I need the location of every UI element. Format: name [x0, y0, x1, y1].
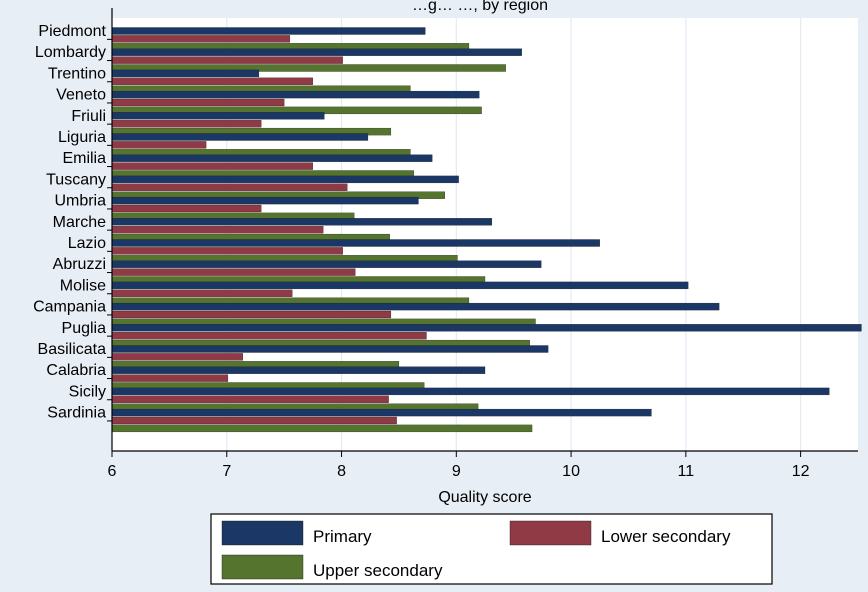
- bar-primary: [111, 196, 419, 205]
- bar-primary: [111, 281, 689, 290]
- legend: Primary Lower secondary Upper secondary: [210, 513, 773, 585]
- bar-primary: [111, 112, 325, 120]
- x-axis-label: Quality score: [438, 489, 531, 506]
- legend-label: Primary: [313, 527, 372, 546]
- bar-lower-secondary: [111, 98, 285, 107]
- bar-upper-secondary: [111, 424, 533, 433]
- bar-lower-secondary: [111, 310, 392, 319]
- x-tick-label: 10: [562, 463, 580, 480]
- x-tick-label: 7: [222, 463, 231, 480]
- bar-primary: [111, 133, 369, 141]
- legend-box: [210, 513, 773, 585]
- y-tick-label: Piedmont: [38, 23, 106, 40]
- y-tick-label: Calabria: [46, 362, 106, 379]
- legend-label: Upper secondary: [313, 561, 443, 580]
- bar-lower-secondary: [111, 374, 229, 382]
- bar-primary: [111, 154, 433, 162]
- x-tick-label: 11: [678, 463, 695, 480]
- bar-lower-secondary: [111, 353, 243, 361]
- bar-primary: [111, 90, 480, 99]
- y-tick-label: Marche: [53, 214, 106, 231]
- y-tick-label: Lazio: [68, 235, 106, 252]
- bar-lower-secondary: [111, 268, 356, 276]
- bar-primary: [111, 218, 493, 226]
- y-tick-label: Friuli: [71, 108, 106, 125]
- bar-lower-secondary: [111, 332, 427, 340]
- plot-area: Piedmont Lombardy Trentino Veneto Friuli Ligu…: [33, 8, 862, 480]
- bar-lower-secondary: [111, 162, 313, 170]
- y-tick-label: Molise: [60, 277, 106, 294]
- legend-swatch: [221, 554, 304, 580]
- bar-primary: [111, 302, 720, 311]
- x-tick-label: 12: [792, 463, 810, 480]
- legend-swatch: [509, 520, 592, 546]
- y-tick-label: Umbria: [54, 193, 106, 210]
- bar-lower-secondary: [111, 56, 343, 64]
- x-tick-label: 9: [452, 463, 461, 480]
- y-tick-label: Campania: [33, 299, 106, 316]
- bar-lower-secondary: [111, 247, 343, 255]
- x-tick-label: 6: [108, 463, 117, 480]
- x-tick-label: 8: [337, 463, 346, 480]
- y-tick-label: Basilicata: [38, 341, 107, 358]
- y-tick-label: Trentino: [48, 65, 106, 82]
- y-tick-label: Liguria: [58, 129, 106, 146]
- bar-lower-secondary: [111, 183, 348, 191]
- bar-lower-secondary: [111, 77, 313, 85]
- y-tick-label: Abruzzi: [53, 256, 106, 273]
- bar-primary: [111, 175, 459, 184]
- bar-primary: [111, 345, 549, 353]
- y-tick-label: Puglia: [62, 320, 107, 337]
- y-tick-label: Lombardy: [35, 44, 106, 61]
- bar-primary: [111, 69, 260, 78]
- y-tick-label: Sardinia: [47, 405, 106, 422]
- legend-label: Lower secondary: [601, 527, 731, 546]
- y-tick-label: Emilia: [62, 150, 106, 167]
- bar-primary: [111, 239, 600, 247]
- bar-lower-secondary: [111, 226, 324, 234]
- bar-lower-secondary: [111, 35, 291, 43]
- bar-lower-secondary: [111, 395, 389, 403]
- y-tick-label: Tuscany: [46, 171, 106, 188]
- bar-lower-secondary: [111, 204, 262, 213]
- y-tick-label: Sicily: [69, 383, 106, 400]
- bar-primary: [111, 324, 862, 332]
- chart-title: …g… …, by region: [412, 0, 548, 14]
- y-tick-label: Veneto: [56, 87, 106, 104]
- bar-primary: [111, 387, 830, 396]
- bar-lower-secondary: [111, 141, 207, 149]
- legend-swatch: [221, 520, 304, 546]
- bar-primary: [111, 27, 426, 35]
- bar-lower-secondary: [111, 416, 397, 425]
- bar-primary: [111, 260, 542, 268]
- bar-primary: [111, 366, 486, 374]
- bar-lower-secondary: [111, 120, 262, 128]
- bar-primary: [111, 408, 652, 417]
- bar-primary: [111, 48, 522, 56]
- bar-lower-secondary: [111, 289, 293, 297]
